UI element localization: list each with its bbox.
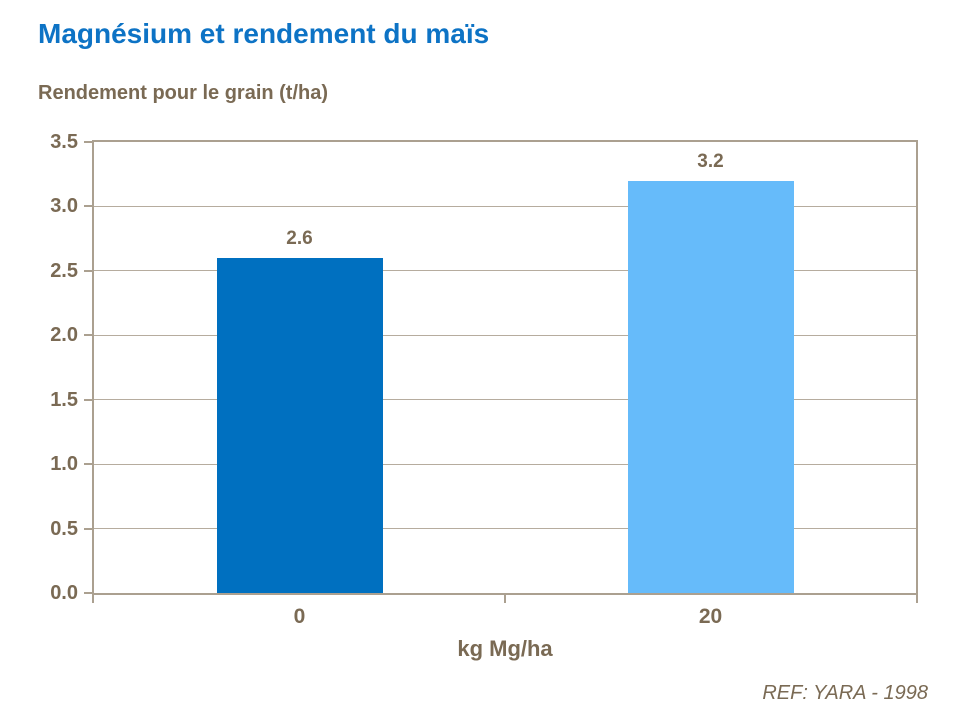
y-axis-tick-mark bbox=[84, 269, 92, 272]
gridline bbox=[94, 205, 916, 207]
y-axis-tick-mark bbox=[84, 398, 92, 401]
y-axis-tick-mark bbox=[84, 205, 92, 208]
plot-area bbox=[92, 140, 918, 595]
x-axis-tick-mark bbox=[504, 595, 506, 603]
category-axis-title: kg Mg/ha bbox=[457, 636, 553, 661]
gridline bbox=[94, 270, 916, 272]
y-axis-tick-label: 0.0 bbox=[50, 582, 78, 604]
y-axis-tick-mark bbox=[84, 463, 92, 466]
chart-title: Magnésium et rendement du maïs bbox=[38, 18, 490, 49]
y-axis-tick-label: 1.0 bbox=[50, 453, 78, 476]
bar-20 bbox=[627, 180, 794, 593]
x-axis-tick-mark bbox=[916, 595, 918, 603]
y-axis-tick-label: 1.5 bbox=[50, 388, 78, 411]
gridline bbox=[94, 334, 916, 336]
y-axis-tick-mark bbox=[84, 527, 92, 530]
x-axis-tick-mark bbox=[92, 595, 94, 603]
bar-value-label: 2.6 bbox=[286, 227, 313, 249]
gridline bbox=[94, 399, 916, 401]
source-reference: REF: YARA - 1998 bbox=[762, 682, 928, 704]
category-label: 20 bbox=[698, 605, 723, 628]
y-axis-tick-mark bbox=[84, 141, 92, 143]
y-axis-tick-label: 3.0 bbox=[50, 195, 78, 218]
value-axis-title: Rendement pour le grain (t/ha) bbox=[38, 82, 329, 104]
y-axis-tick-label: 2.5 bbox=[50, 259, 78, 282]
bar-value-label: 3.2 bbox=[697, 150, 724, 172]
gridline bbox=[94, 463, 916, 465]
y-axis-tick-mark bbox=[84, 592, 92, 594]
gridline bbox=[94, 528, 916, 530]
y-axis-tick-mark bbox=[84, 334, 92, 337]
y-axis-tick-label: 2.0 bbox=[50, 324, 78, 347]
y-axis-tick-label: 3.5 bbox=[50, 131, 78, 153]
y-axis-tick-label: 0.5 bbox=[50, 517, 78, 540]
category-label: 0 bbox=[293, 605, 306, 628]
bar-0 bbox=[216, 257, 383, 593]
